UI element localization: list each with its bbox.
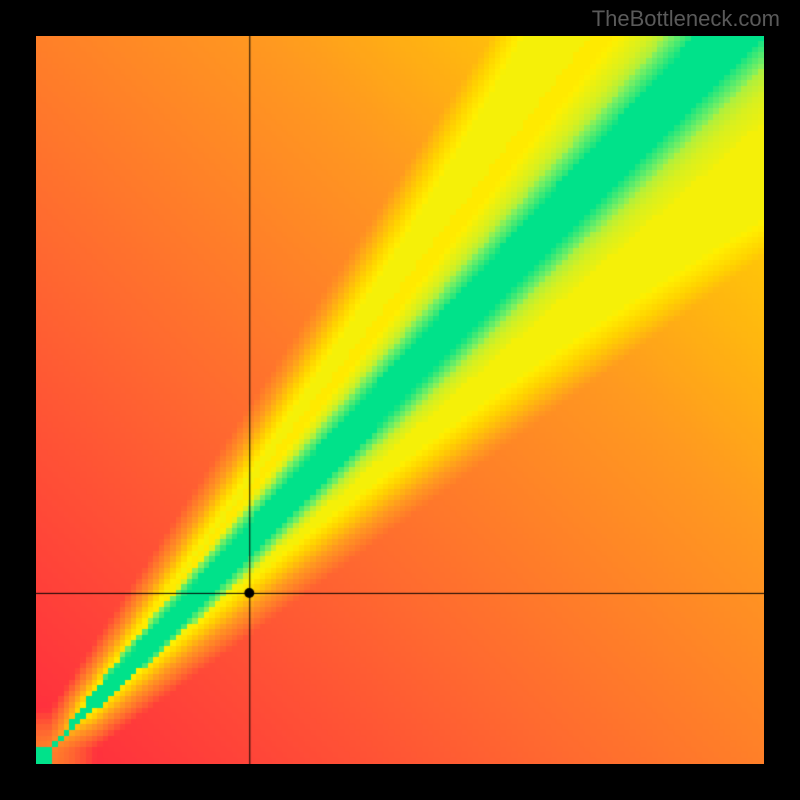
bottleneck-heatmap [36,36,764,764]
crosshair-overlay [36,36,764,764]
watermark-text: TheBottleneck.com [592,6,780,32]
